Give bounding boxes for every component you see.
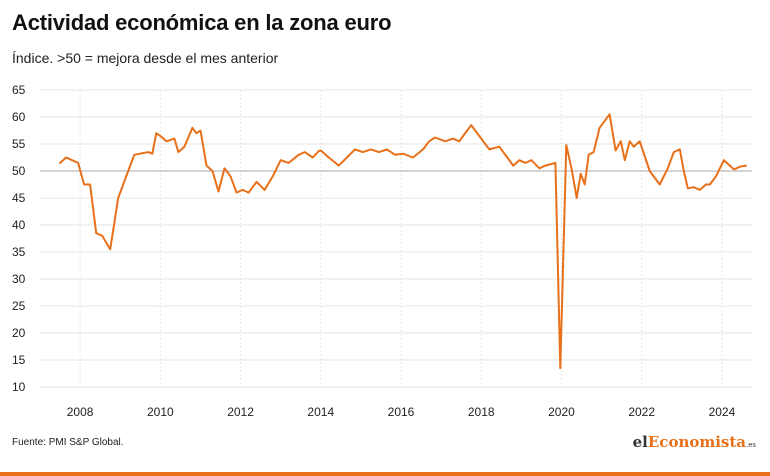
y-tick-label: 30 — [12, 272, 26, 286]
y-tick-label: 35 — [12, 245, 26, 259]
y-tick-label: 50 — [12, 164, 26, 178]
grid — [40, 89, 752, 388]
y-tick-label: 40 — [12, 218, 26, 232]
x-tick-label: 2008 — [67, 405, 94, 419]
y-tick-label: 65 — [12, 83, 26, 97]
x-tick-label: 2020 — [548, 405, 575, 419]
chart-title: Actividad económica en la zona euro — [12, 10, 392, 35]
series-line-0 — [59, 113, 747, 370]
source-note: Fuente: PMI S&P Global. — [12, 437, 124, 448]
y-tick-label: 55 — [12, 137, 26, 151]
series-layer — [59, 113, 747, 370]
y-tick-label: 10 — [12, 380, 26, 394]
line-chart: 10 15 20 25 30 35 40 45 50 55 60 65 2008 2010 2012 201… — [12, 83, 752, 419]
brand-logo: elEconomista.es — [633, 433, 756, 451]
x-tick-label: 2018 — [468, 405, 495, 419]
x-tick-label: 2022 — [628, 405, 655, 419]
y-tick-label: 45 — [12, 191, 26, 205]
brand-accent: Economista — [647, 433, 747, 451]
brand-prefix: el — [632, 433, 648, 451]
x-axis-ticks: 2008 2010 2012 2014 2016 2018 2020 2022 2024 — [67, 405, 736, 419]
x-tick-label: 2012 — [227, 405, 254, 419]
x-tick-label: 2010 — [147, 405, 174, 419]
bottom-accent-bar — [0, 472, 770, 476]
y-tick-label: 25 — [12, 299, 26, 313]
y-tick-label: 20 — [12, 326, 26, 340]
x-tick-label: 2014 — [307, 405, 334, 419]
y-tick-label: 60 — [12, 110, 26, 124]
y-tick-label: 15 — [12, 353, 26, 367]
chart-subtitle: Índice. >50 = mejora desde el mes anteri… — [12, 50, 279, 66]
brand-suffix: .es — [746, 441, 756, 449]
y-axis-ticks: 10 15 20 25 30 35 40 45 50 55 60 65 — [12, 83, 26, 394]
x-tick-label: 2016 — [388, 405, 415, 419]
x-tick-label: 2024 — [709, 405, 736, 419]
